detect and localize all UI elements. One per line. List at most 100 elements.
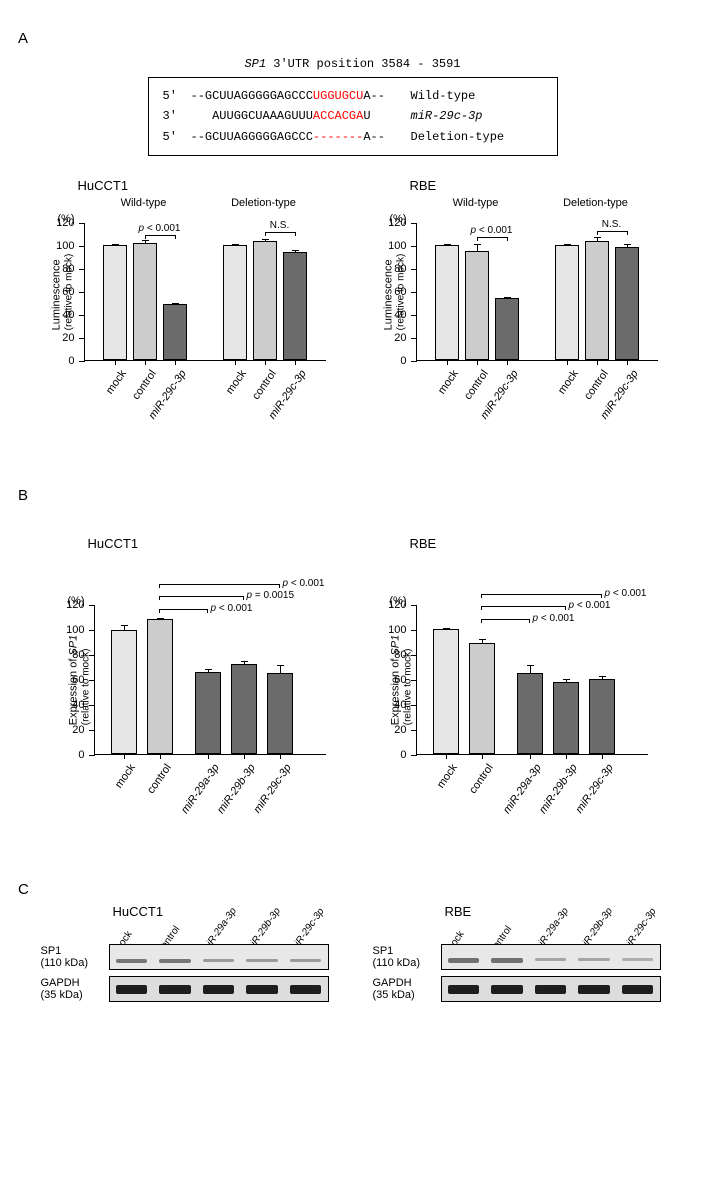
x-label: mock [434, 762, 459, 790]
significance-label: p < 0.001 [471, 225, 513, 236]
ytick-label: 20 [394, 332, 406, 344]
ytick-label: 20 [62, 332, 74, 344]
cell-line-title: HuCCT1 [88, 536, 338, 551]
x-label: control [467, 762, 496, 796]
figure: A SP1 3'UTR position 3584 - 3591 5'--GCU… [0, 0, 705, 1028]
ytick-label: 0 [78, 749, 84, 761]
panel-a-charts: HuCCT1Wild-typeDeletion-typeLuminescence… [10, 174, 695, 433]
blot-block: HuCCT1mockcontrolmiR-29a-3pmiR-29b-3pmiR… [41, 940, 333, 1008]
ytick-label: 0 [400, 749, 406, 761]
bar [589, 679, 615, 754]
x-label: mock [223, 368, 248, 396]
bar [253, 241, 277, 361]
x-label: control [130, 368, 159, 402]
sequence-row: 5'--GCUUAGGGGGAGCCCUGGUGCUA--Wild-type [163, 86, 543, 106]
group-label: Wild-type [453, 197, 499, 209]
bar [283, 252, 307, 360]
ytick-label: 60 [394, 674, 406, 686]
bar [433, 629, 459, 754]
x-label: control [582, 368, 611, 402]
seq-title: SP1 3'UTR position 3584 - 3591 [10, 57, 695, 71]
panel-c-label: C [18, 881, 695, 898]
gel-image [109, 976, 329, 1002]
sequence-row: 3' AUUGGCUAAAGUUUACCACGAUmiR-29c-3p [163, 106, 543, 126]
ytick-label: 120 [56, 217, 74, 229]
significance-label: p < 0.001 [533, 613, 575, 624]
ytick-label: 60 [62, 286, 74, 298]
bar [111, 630, 137, 754]
x-label: control [250, 368, 279, 402]
x-label: control [145, 762, 174, 796]
blot-row-label: GAPDH(35 kDa) [373, 977, 441, 1002]
ytick-label: 40 [62, 309, 74, 321]
chart: RBEExpression of SP1(relative to mock)(%… [368, 532, 660, 827]
bar [223, 245, 247, 360]
bar [133, 243, 157, 360]
blot-row-label: SP1(110 kDa) [373, 945, 441, 970]
blot-block: RBEmockcontrolmiR-29a-3pmiR-29b-3pmiR-29… [373, 940, 665, 1008]
sequence-row: 5'--GCUUAGGGGGAGCCC-------A--Deletion-ty… [163, 127, 543, 147]
significance-label: N.S. [270, 220, 289, 231]
gel-image [109, 944, 329, 970]
ytick-label: 100 [56, 240, 74, 252]
ytick-label: 40 [394, 309, 406, 321]
cell-line-title: RBE [410, 178, 670, 193]
ytick-label: 80 [394, 649, 406, 661]
ytick-label: 100 [388, 240, 406, 252]
ytick-label: 120 [388, 599, 406, 611]
ytick-label: 80 [394, 263, 406, 275]
x-label: miR-29c-3p [251, 762, 293, 815]
ytick-label: 40 [394, 699, 406, 711]
ytick-label: 100 [388, 624, 406, 636]
cell-line-title: RBE [410, 536, 660, 551]
ytick-label: 80 [72, 649, 84, 661]
gel-image [441, 944, 661, 970]
significance-label: p < 0.001 [283, 578, 325, 589]
x-label: mock [112, 762, 137, 790]
x-label: miR-29c-3p [573, 762, 615, 815]
panel-a-label: A [18, 30, 695, 47]
bar [195, 672, 221, 755]
ytick-label: 120 [388, 217, 406, 229]
bar [585, 241, 609, 361]
blot-row-label: SP1(110 kDa) [41, 945, 109, 970]
bar [495, 298, 519, 360]
panel-b-charts: HuCCT1Expression of SP1(relative to mock… [10, 532, 695, 827]
significance-label: p < 0.001 [605, 588, 647, 599]
ytick-label: 20 [394, 724, 406, 736]
panel-c-blots: HuCCT1mockcontrolmiR-29a-3pmiR-29b-3pmiR… [10, 940, 695, 1008]
chart: HuCCT1Expression of SP1(relative to mock… [46, 532, 338, 827]
chart: RBEWild-typeDeletion-typeLuminescence(re… [368, 174, 670, 433]
chart: HuCCT1Wild-typeDeletion-typeLuminescence… [36, 174, 338, 433]
bar [465, 251, 489, 360]
gel-image [441, 976, 661, 1002]
bar [435, 245, 459, 360]
bar [555, 245, 579, 360]
blot-row-label: GAPDH(35 kDa) [41, 977, 109, 1002]
bar [147, 619, 173, 754]
significance-label: p = 0.0015 [247, 590, 295, 601]
x-label: mock [555, 368, 580, 396]
x-label: control [462, 368, 491, 402]
bar [615, 247, 639, 360]
significance-label: N.S. [602, 219, 621, 230]
ytick-label: 0 [400, 355, 406, 367]
significance-label: p < 0.001 [139, 223, 181, 234]
bar [553, 682, 579, 755]
ytick-label: 120 [66, 599, 84, 611]
significance-label: p < 0.001 [569, 600, 611, 611]
ytick-label: 80 [62, 263, 74, 275]
x-label: mock [435, 368, 460, 396]
group-label: Wild-type [121, 197, 167, 209]
bar [267, 673, 293, 754]
bar [103, 245, 127, 360]
bar [163, 304, 187, 360]
ytick-label: 100 [66, 624, 84, 636]
bar [469, 643, 495, 754]
ytick-label: 60 [394, 286, 406, 298]
group-label: Deletion-type [231, 197, 296, 209]
sequence-box: 5'--GCUUAGGGGGAGCCCUGGUGCUA--Wild-type3'… [148, 77, 558, 156]
cell-line-title: HuCCT1 [78, 178, 338, 193]
ytick-label: 0 [68, 355, 74, 367]
ytick-label: 60 [72, 674, 84, 686]
